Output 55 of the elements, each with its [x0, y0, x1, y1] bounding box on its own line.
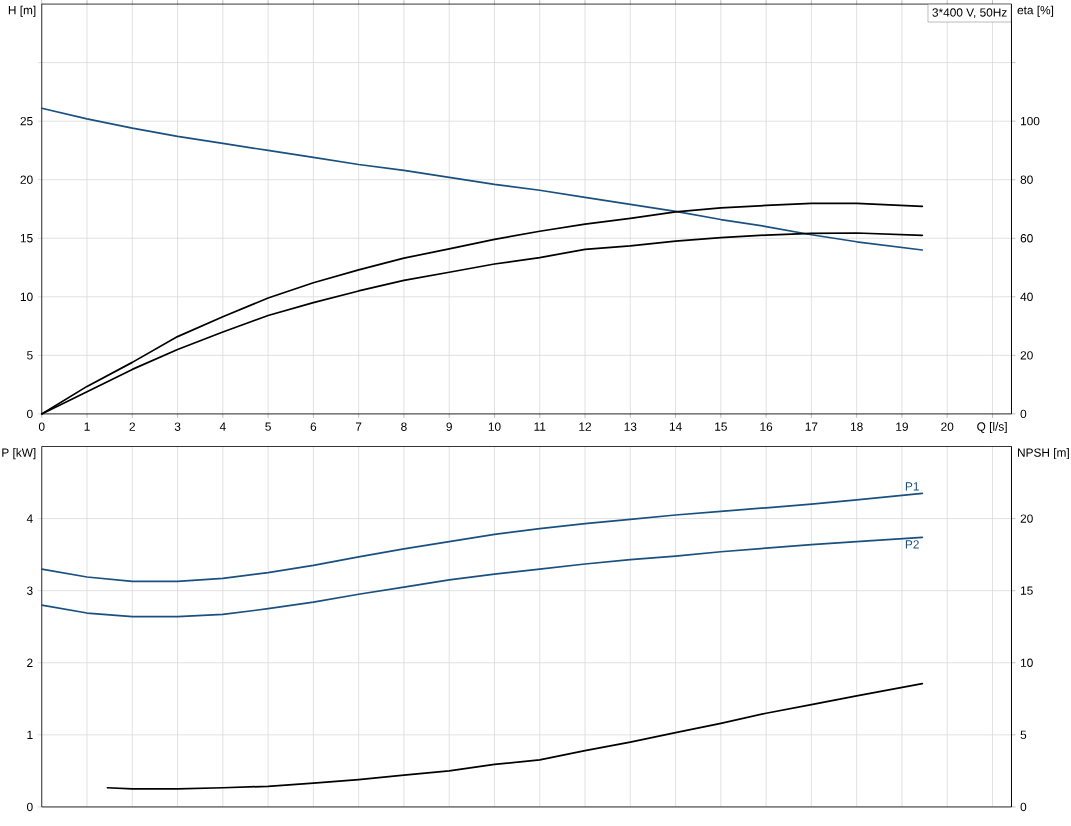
- y2-tick-label: 20: [1020, 514, 1033, 523]
- series-label: P1: [905, 482, 919, 491]
- x-tick-label: 3: [174, 422, 181, 432]
- x-tick-label: 19: [896, 422, 908, 432]
- x-tick-label: 17: [805, 422, 818, 431]
- x-tick-label: 13: [624, 422, 637, 432]
- y2-tick-label: 10: [1021, 658, 1033, 668]
- annotation: 3*400 V, 50Hz: [932, 8, 1007, 19]
- y2-axis-title: NPSH [m]: [1018, 448, 1069, 460]
- y-axis-title: H [m]: [8, 5, 36, 17]
- x-tick-label: 7: [355, 422, 362, 431]
- x-tick-label: 15: [715, 422, 727, 431]
- y-tick-label: 0: [27, 409, 33, 419]
- x-tick-label: 10: [488, 422, 501, 432]
- x-tick-label: 16: [760, 422, 773, 432]
- y-tick-label: 0: [27, 802, 33, 812]
- y2-tick-label: 20: [1020, 351, 1033, 360]
- y-tick-label: 1: [27, 730, 33, 740]
- y2-tick-label: 5: [1020, 730, 1027, 740]
- y2-tick-label: 80: [1020, 175, 1033, 185]
- y-tick-label: 15: [20, 234, 33, 243]
- x-tick-label: 14: [669, 422, 682, 431]
- x-tick-label: 6: [310, 422, 317, 432]
- y-tick-label: 25: [20, 117, 33, 126]
- x-tick-label: 8: [401, 422, 407, 432]
- y2-tick-label: 60: [1020, 234, 1033, 243]
- x-tick-label: 9: [446, 422, 452, 432]
- x-tick-label: 2: [129, 422, 135, 431]
- y2-axis-title: eta [%]: [1017, 5, 1054, 17]
- series-label: P2: [905, 540, 919, 549]
- x-tick-label: 0: [38, 422, 45, 432]
- y-tick-label: 2: [27, 658, 33, 668]
- y-tick-label: 4: [26, 514, 33, 523]
- line-series: [40, 492, 924, 583]
- x-tick-label: 4: [219, 422, 226, 431]
- x-tick-label: 18: [850, 422, 863, 432]
- x-tick-label: 20: [941, 422, 954, 432]
- y-tick-label: 20: [20, 175, 33, 185]
- line-series: [40, 107, 924, 251]
- y2-tick-label: 0: [1020, 802, 1027, 812]
- y2-tick-label: 100: [1021, 117, 1040, 126]
- y-axis-title: P [kW]: [2, 448, 36, 460]
- y2-tick-label: 0: [1020, 409, 1027, 419]
- x-tick-label: 12: [579, 422, 592, 431]
- x-tick-label: 1: [84, 422, 90, 431]
- line-series: [106, 682, 924, 790]
- y2-tick-label: 15: [1021, 586, 1033, 595]
- y-tick-label: 3: [27, 586, 33, 596]
- y2-tick-label: 40: [1020, 292, 1033, 302]
- y-tick-label: 10: [20, 292, 33, 302]
- x-tick-label: 11: [534, 422, 546, 431]
- x-tick-label: 5: [265, 422, 271, 431]
- x-axis-title: Q [l/s]: [977, 422, 1007, 434]
- y-tick-label: 5: [27, 351, 33, 360]
- line-series: [40, 536, 924, 618]
